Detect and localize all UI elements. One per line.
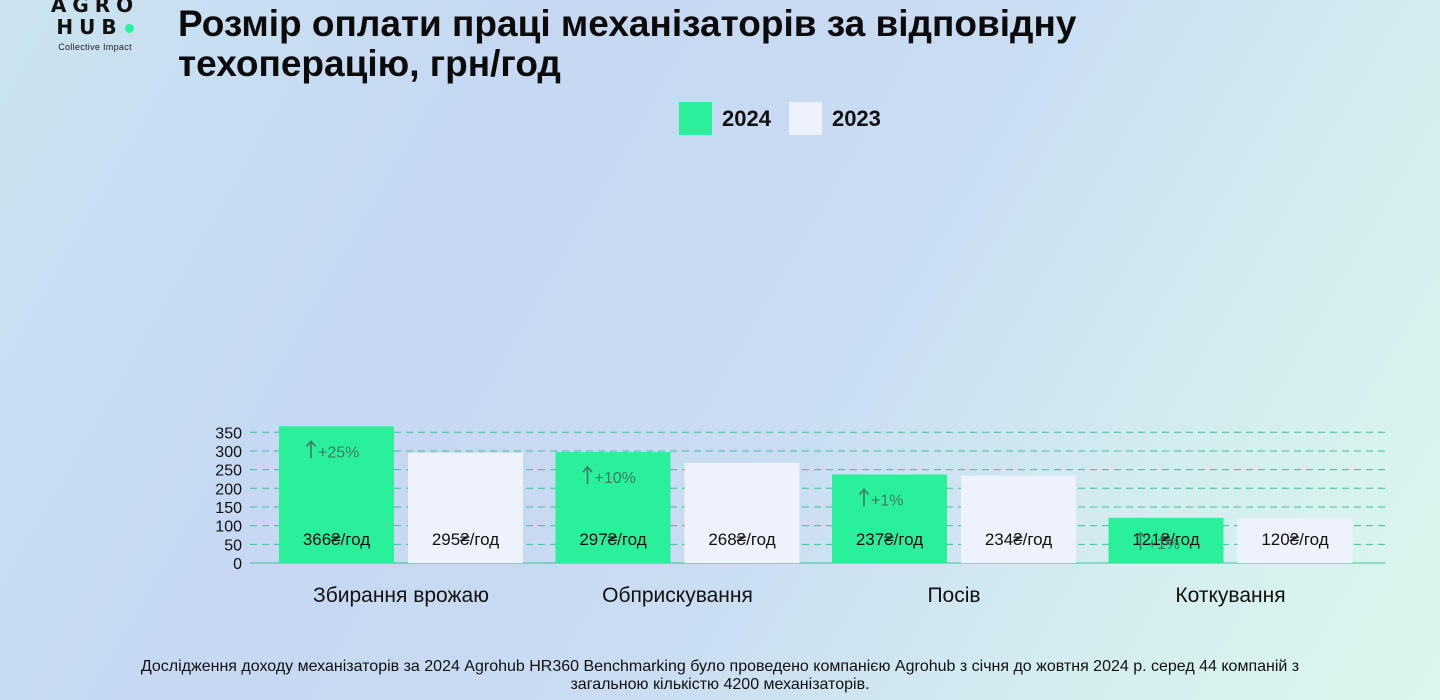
logo: AGRO HUB Collective Impact <box>40 0 150 52</box>
arrow-up-icon-0 <box>305 440 317 459</box>
bar-2023-0 <box>408 452 523 563</box>
bar-2024-2 <box>832 474 947 563</box>
bar-value-label-2023-2: 234₴/год <box>985 530 1052 549</box>
logo-dot-icon <box>124 24 134 33</box>
arrow-up-icon-3 <box>1135 531 1146 550</box>
bar-2024-0 <box>279 426 394 563</box>
change-label-0: +25% <box>318 444 359 461</box>
bar-2023-1 <box>684 462 800 563</box>
y-tick-label-150: 150 <box>215 500 242 517</box>
bar-value-label-2024-1: 297₴/год <box>579 530 646 549</box>
legend-label-2024: 2024 <box>722 105 771 131</box>
bar-value-label-2024-2: 237₴/год <box>856 530 923 549</box>
footnote: Дослідження доходу механізаторів за 2024… <box>140 658 1300 693</box>
legend-swatch-2023 <box>788 102 822 135</box>
category-label-2: Посів <box>927 584 980 607</box>
category-label-0: Збирання врожаю <box>313 584 489 607</box>
logo-line2: HUB <box>40 16 150 38</box>
bar-value-label-2024-3: 121₴/год <box>1132 530 1199 549</box>
arrow-up-icon-1 <box>582 465 593 485</box>
arrow-up-icon-2 <box>858 488 870 507</box>
bar-value-label-2024-0: 366₴/год <box>303 530 370 549</box>
legend: 2024 2023 <box>679 102 899 135</box>
category-label-1: Обприскування <box>602 584 753 607</box>
legend-label-2023: 2023 <box>831 105 881 131</box>
legend-item-2024: 2024 <box>679 102 771 135</box>
y-tick-label-300: 300 <box>215 444 242 461</box>
change-label-3: +1% <box>1148 536 1180 553</box>
category-label-3: Коткування <box>1175 584 1285 607</box>
bar-2023-2 <box>961 475 1076 563</box>
y-tick-label-50: 50 <box>224 537 242 554</box>
y-tick-label-350: 350 <box>215 425 242 442</box>
bar-2024-1 <box>555 452 671 563</box>
y-tick-label-100: 100 <box>215 519 242 536</box>
logo-tagline: Collective Impact <box>58 42 132 52</box>
logo-line2-text: HUB <box>56 15 123 39</box>
bar-value-label-2023-1: 268₴/год <box>708 530 775 549</box>
change-label-2: +1% <box>871 492 903 509</box>
legend-item-2023: 2023 <box>788 102 881 135</box>
change-label-1: +10% <box>595 470 636 487</box>
bar-2024-3 <box>1108 517 1224 563</box>
bar-value-label-2023-0: 295₴/год <box>432 530 499 549</box>
logo-line1: AGRO <box>50 0 140 17</box>
legend-swatch-2024 <box>679 102 712 135</box>
bar-2023-3 <box>1237 518 1353 563</box>
bar-value-label-2023-3: 120₴/год <box>1261 530 1328 549</box>
y-tick-label-0: 0 <box>233 556 242 573</box>
chart-title: Розмір оплати праці механізаторів за від… <box>178 3 1077 84</box>
y-tick-label-200: 200 <box>215 481 242 498</box>
y-tick-label-250: 250 <box>215 463 242 480</box>
